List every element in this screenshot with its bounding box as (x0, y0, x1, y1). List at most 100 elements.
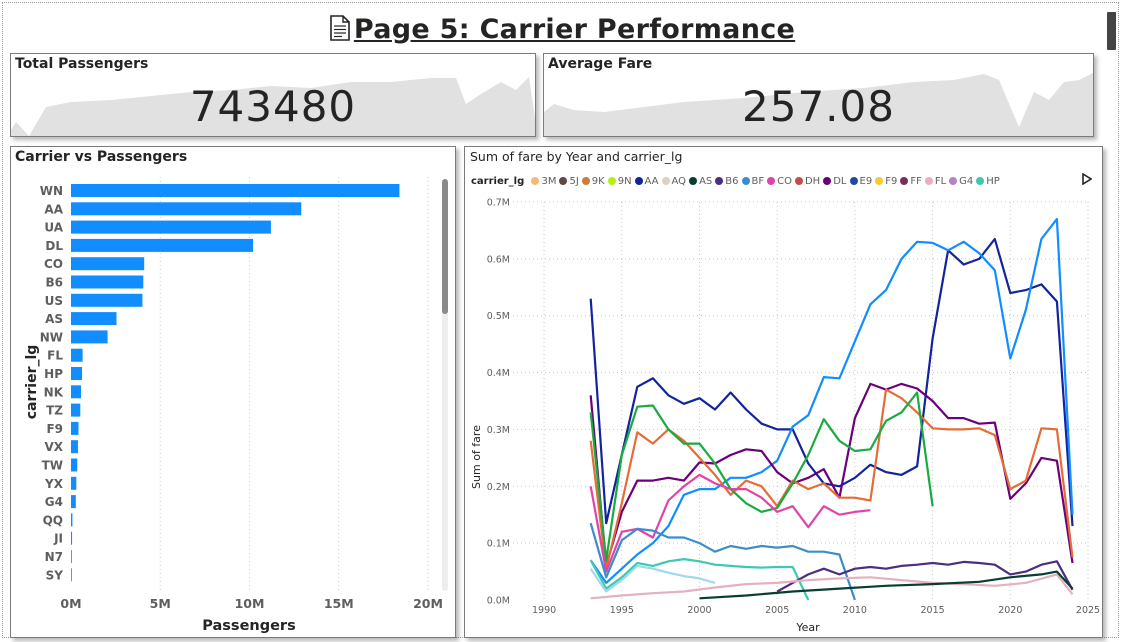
series-line-nw[interactable] (589, 564, 716, 593)
bar-fl[interactable] (71, 348, 83, 362)
bar-chart-plot[interactable]: WN AA UA DL CO B6 US AS NW FL HP NK TZ F9 VX TW YX G4 QQ JI… (11, 147, 456, 638)
bar-nw[interactable] (71, 330, 108, 344)
legend-dot-icon (924, 177, 933, 185)
bar-nk[interactable] (71, 385, 81, 399)
series-line-ua[interactable] (589, 391, 934, 562)
x-tick-label: 1995 (610, 605, 634, 616)
legend-label: AS (699, 176, 713, 187)
series-line-wn[interactable] (589, 217, 1074, 584)
legend-item[interactable]: FF (900, 176, 922, 187)
bar-chart-card[interactable]: Carrier vs Passengers WN AA UA DL CO B6 US AS NW… (10, 146, 456, 638)
y-tick-label: N7 (45, 550, 63, 564)
legend-item[interactable]: G4 (949, 176, 973, 187)
bar-co[interactable] (71, 257, 145, 271)
legend-dot-icon (849, 177, 858, 185)
y-tick-label: 0.4M (487, 368, 510, 379)
legend-label: 9N (617, 176, 632, 187)
y-tick-label: NW (40, 330, 63, 344)
legend-label: HP (986, 176, 1000, 187)
legend-item[interactable]: DL (823, 176, 847, 187)
legend-item[interactable]: B6 (715, 176, 739, 187)
series-line-us[interactable] (589, 522, 856, 601)
y-tick-label: HP (44, 367, 63, 381)
legend-item[interactable]: CO (767, 176, 792, 187)
bar-g4[interactable] (71, 495, 76, 509)
bar-chart-scrollbar-thumb[interactable] (442, 179, 448, 314)
series-line-aa[interactable] (589, 237, 1074, 527)
bar-tw[interactable] (71, 458, 78, 472)
legend-item[interactable]: HP (976, 176, 1000, 187)
line-chart-title: Sum of fare by Year and carrier_lg (470, 149, 683, 164)
bar-us[interactable] (71, 293, 143, 307)
bar-tz[interactable] (71, 403, 81, 417)
bar-qq[interactable] (71, 513, 73, 527)
bar-ji[interactable] (71, 531, 73, 545)
legend-label: FL (934, 176, 947, 187)
y-tick-label: VX (44, 440, 63, 454)
legend-item[interactable]: AQ (661, 176, 686, 187)
line-chart-card[interactable]: Sum of fare by Year and carrier_lg carri… (464, 146, 1103, 638)
y-tick-label: B6 (46, 276, 64, 290)
y-tick-label: NK (44, 385, 64, 399)
bar-dl[interactable] (71, 238, 254, 252)
legend-dot-icon (741, 177, 750, 185)
legend-dot-icon (634, 177, 643, 185)
bar-n7[interactable] (71, 550, 72, 563)
bar-sy[interactable] (71, 568, 72, 582)
legend-dot-icon (531, 177, 540, 185)
y-tick-label: 0.2M (487, 482, 510, 493)
legend-item[interactable]: AS (689, 176, 712, 187)
line-chart-plot[interactable]: 0.0M 0.1M 0.2M 0.3M 0.4M 0.5M 0.6M 0.7M 1990 199… (465, 147, 1103, 638)
legend-item[interactable]: 9K (581, 176, 605, 187)
series-line-e9[interactable] (776, 560, 1074, 593)
bar-as[interactable] (71, 312, 117, 326)
bar-ua[interactable] (71, 220, 271, 234)
legend-label: 3M (541, 176, 557, 187)
legend-item[interactable]: F9 (875, 176, 897, 187)
bar-aa[interactable] (71, 202, 302, 216)
legend-item[interactable]: DH (794, 176, 820, 187)
y-tick-label: US (45, 294, 63, 308)
legend-item[interactable]: E9 (849, 176, 872, 187)
bar-hp[interactable] (71, 367, 83, 380)
legend-item[interactable]: BF (741, 176, 764, 187)
x-tick-label: 0M (60, 596, 81, 611)
legend-item[interactable]: AA (634, 176, 659, 187)
legend-dot-icon (949, 177, 958, 185)
legend-item[interactable]: 5J (559, 176, 579, 187)
bar-yx[interactable] (71, 476, 77, 490)
x-tick-label: 2005 (765, 605, 789, 616)
series-line-hp[interactable] (699, 570, 1074, 600)
page-scrollbar-thumb[interactable] (1107, 12, 1116, 50)
bar-b6[interactable] (71, 275, 144, 289)
legend-label: FF (910, 176, 922, 187)
legend-item[interactable]: 3M (531, 176, 556, 187)
kpi-sparkline-area (11, 77, 535, 136)
x-tick-label: 2010 (843, 605, 867, 616)
y-axis-title: Sum of fare (470, 425, 483, 489)
bar-wn[interactable] (71, 184, 400, 197)
legend-dot-icon (607, 177, 616, 185)
document-icon (328, 15, 352, 48)
series-line-b6[interactable] (589, 382, 1074, 567)
legend-label: CO (777, 176, 792, 187)
legend-item[interactable]: 9N (607, 176, 632, 187)
kpi-sparkline-area (544, 73, 1093, 136)
legend-dot-icon (559, 177, 568, 185)
x-tick-label: 5M (150, 596, 171, 611)
y-tick-label: FL (47, 349, 63, 363)
x-tick-label: 2025 (1076, 605, 1100, 616)
bar-f9[interactable] (71, 421, 79, 435)
x-axis-title: Year (795, 621, 820, 634)
y-tick-label: 0.5M (487, 311, 510, 322)
y-tick-label: 0.7M (487, 198, 510, 209)
legend-next-arrow-icon[interactable] (1082, 172, 1093, 189)
y-tick-label: AA (44, 202, 63, 216)
kpi-card-total-passengers[interactable]: Total Passengers 743480 (10, 53, 536, 137)
bar-vx[interactable] (71, 440, 78, 454)
legend-item[interactable]: FL (924, 176, 947, 187)
series-line-fl[interactable] (590, 573, 1074, 600)
series-line-as[interactable] (589, 558, 810, 601)
legend-dot-icon (715, 177, 724, 185)
kpi-card-average-fare[interactable]: Average Fare 257.08 (543, 53, 1094, 137)
